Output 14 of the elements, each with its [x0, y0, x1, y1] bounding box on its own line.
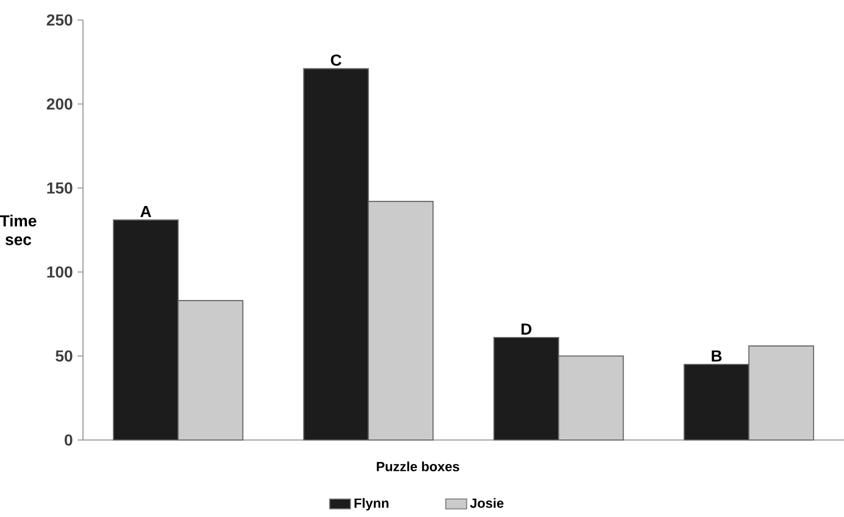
x-axis-title: Puzzle boxes — [376, 461, 460, 472]
legend-label: Flynn — [354, 498, 388, 511]
legend-label: Josie — [470, 498, 504, 508]
y-axis-title: Time sec — [0, 214, 36, 246]
y-tick-label: 250 — [46, 14, 72, 26]
y-tick-label: 0 — [64, 434, 72, 446]
x-tick-label: B — [712, 350, 722, 362]
x-tick-label: C — [330, 54, 342, 66]
y-tick-label: 50 — [56, 350, 72, 362]
x-tick-label: D — [522, 324, 532, 335]
y-tick-label: 100 — [47, 266, 72, 278]
y-tick-label: 200 — [46, 98, 72, 110]
y-tick-label: 150 — [47, 182, 72, 194]
x-tick-label: A — [140, 206, 152, 217]
